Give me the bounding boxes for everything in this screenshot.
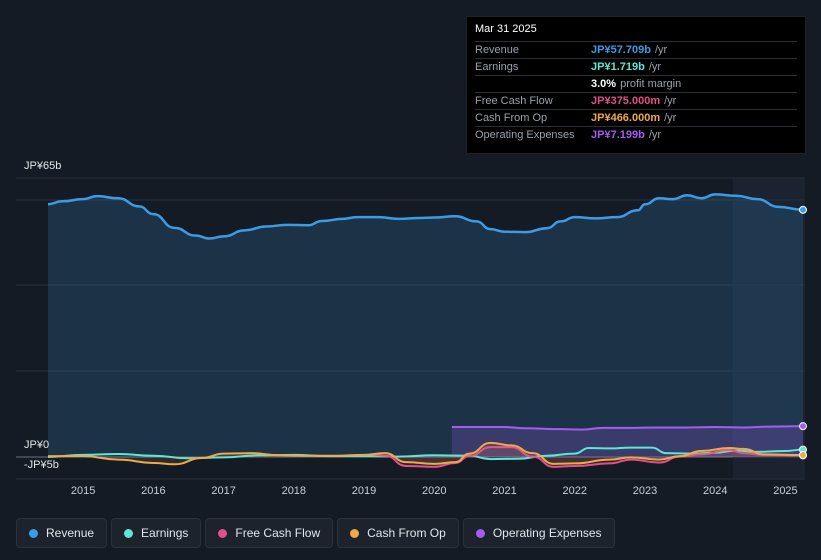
legend-dot-icon: [218, 528, 228, 538]
forecast-shade: [732, 178, 805, 479]
x-tick-label: 2017: [211, 485, 236, 497]
legend-dot-icon: [350, 528, 360, 538]
tooltip-row-label: Free Cash Flow: [475, 95, 553, 107]
legend-item-free-cash-flow[interactable]: Free Cash Flow: [205, 518, 334, 548]
tooltip-row-label: Operating Expenses: [475, 129, 575, 141]
tooltip-row-value: JP¥1.719b: [591, 61, 645, 73]
legend-item-earnings[interactable]: Earnings: [111, 518, 202, 548]
tooltip-row: Earnings JP¥1.719b/yr: [475, 58, 797, 75]
legend: Revenue Earnings Free Cash Flow Cash From O…: [16, 518, 615, 548]
operating-expenses-line: [451, 425, 804, 431]
x-tick-label: 2023: [632, 485, 658, 497]
y-label-top: JP¥65b: [24, 160, 62, 172]
x-tick-label: 2015: [70, 485, 96, 497]
y-label-zero: JP¥0: [24, 439, 50, 451]
tooltip-row-label: Cash From Op: [475, 112, 548, 124]
tooltip-row-value: JP¥375.000m: [591, 95, 661, 107]
x-tick-label: 2019: [351, 485, 377, 497]
legend-dot-icon: [475, 528, 485, 538]
legend-dot-icon: [124, 528, 134, 538]
legend-dot-icon: [29, 528, 38, 538]
y-label-neg: -JP¥5b: [24, 459, 59, 471]
legend-item-operating-expenses[interactable]: Operating Expenses: [462, 518, 615, 548]
free-cash-flow-area: [371, 447, 803, 467]
tooltip-row-label: Earnings: [475, 61, 519, 73]
x-tick-label: 2016: [141, 485, 166, 497]
x-tick-label: 2025: [773, 485, 798, 497]
tooltip-date: Mar 31 2025: [475, 23, 537, 35]
tooltip-row: Revenue JP¥57.709b/yr: [475, 41, 797, 58]
tooltip-row-label: [475, 76, 591, 92]
revenue-area: [48, 194, 803, 457]
tooltip-row-unit: /yr: [648, 129, 662, 141]
legend-label: Operating Expenses: [492, 526, 602, 540]
tooltip-row-value: JP¥57.709b: [591, 44, 651, 56]
chart-series: [47, 193, 807, 468]
revenue-line: [47, 193, 804, 240]
tooltip-row-value: JP¥466.000m: [591, 112, 661, 124]
tooltip-row-unit: /yr: [664, 112, 677, 124]
cash-from-op-endpoint: [799, 451, 807, 460]
tooltip-row: Cash From Op JP¥466.000m/yr: [475, 109, 797, 126]
tooltip-row: Operating Expenses JP¥7.199b/yr: [475, 126, 797, 143]
legend-label: Cash From Op: [367, 526, 446, 540]
tooltip-row-unit: /yr: [664, 95, 677, 107]
x-tick-label: 2021: [492, 485, 517, 497]
data-tooltip: Mar 31 2025 Revenue JP¥57.709b/yr Earnings…: [466, 16, 806, 154]
tooltip-row-unit: profit margin: [620, 78, 682, 90]
tooltip-row-unit: /yr: [654, 44, 668, 56]
tooltip-row-value: 3.0%: [591, 78, 617, 90]
legend-label: Earnings: [141, 526, 189, 540]
tooltip-row-unit: /yr: [648, 61, 662, 73]
cash-from-op-line: [47, 441, 804, 466]
legend-item-cash-from-op[interactable]: Cash From Op: [337, 518, 459, 548]
x-tick-label: 2024: [702, 485, 728, 497]
x-tick-label: 2020: [422, 485, 447, 497]
legend-label: Revenue: [46, 526, 95, 540]
tooltip-row-value: JP¥7.199b: [591, 129, 645, 141]
free-cash-flow-line: [371, 446, 804, 468]
x-tick-label: 2022: [562, 485, 587, 497]
tooltip-row: Free Cash Flow JP¥375.000m/yr: [475, 92, 797, 109]
legend-label: Free Cash Flow: [235, 526, 321, 540]
tooltip-row-label: Revenue: [475, 44, 520, 56]
x-tick-label: 2018: [281, 485, 307, 497]
legend-item-revenue[interactable]: Revenue: [16, 518, 108, 548]
revenue-endpoint: [799, 205, 807, 214]
tooltip-row: 3.0% profit margin: [475, 75, 797, 92]
operating-expenses-endpoint: [799, 422, 807, 431]
tooltip-rows: Revenue JP¥57.709b/yr Earnings JP¥1.719b/yr…: [475, 41, 797, 143]
